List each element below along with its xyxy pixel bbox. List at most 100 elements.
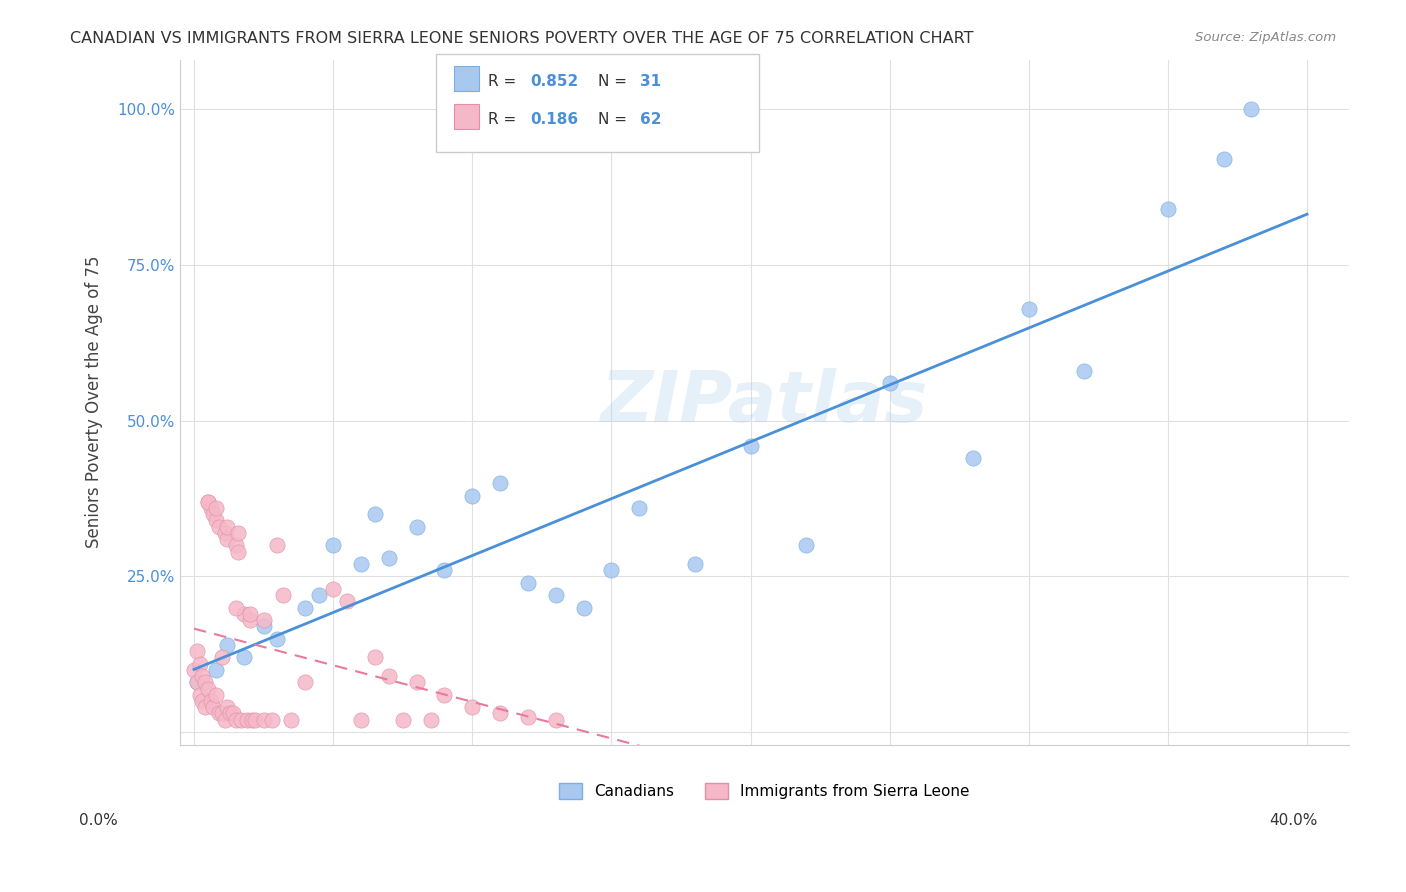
Immigrants from Sierra Leone	[211, 706, 233, 721]
Canadians	[489, 476, 512, 491]
Text: Source: ZipAtlas.com: Source: ZipAtlas.com	[1195, 31, 1336, 45]
Immigrants from Sierra Leone	[225, 538, 247, 552]
Canadians	[186, 675, 208, 690]
Canadians	[266, 632, 288, 646]
Immigrants from Sierra Leone	[202, 507, 225, 521]
Text: 31: 31	[640, 74, 661, 88]
Canadians	[1073, 364, 1095, 378]
Canadians	[350, 557, 373, 571]
Canadians	[794, 538, 817, 552]
Immigrants from Sierra Leone	[225, 713, 247, 727]
Immigrants from Sierra Leone	[433, 688, 456, 702]
Immigrants from Sierra Leone	[544, 713, 567, 727]
Canadians	[1018, 301, 1040, 316]
Canadians	[433, 563, 456, 577]
Immigrants from Sierra Leone	[228, 544, 250, 558]
Immigrants from Sierra Leone	[219, 706, 242, 721]
Immigrants from Sierra Leone	[405, 675, 427, 690]
Immigrants from Sierra Leone	[280, 713, 302, 727]
Immigrants from Sierra Leone	[183, 663, 205, 677]
Immigrants from Sierra Leone	[200, 500, 222, 515]
Canadians	[217, 638, 239, 652]
Immigrants from Sierra Leone	[208, 706, 231, 721]
Text: N =: N =	[598, 112, 631, 127]
Text: 0.186: 0.186	[530, 112, 578, 127]
Canadians	[377, 550, 399, 565]
Immigrants from Sierra Leone	[336, 594, 359, 608]
Immigrants from Sierra Leone	[205, 500, 228, 515]
Canadians	[308, 588, 330, 602]
Canadians	[364, 507, 387, 521]
Canadians	[1157, 202, 1180, 216]
Immigrants from Sierra Leone	[222, 706, 245, 721]
Immigrants from Sierra Leone	[194, 675, 217, 690]
Immigrants from Sierra Leone	[242, 713, 264, 727]
Immigrants from Sierra Leone	[231, 713, 253, 727]
Immigrants from Sierra Leone	[239, 613, 262, 627]
Immigrants from Sierra Leone	[271, 588, 294, 602]
Immigrants from Sierra Leone	[214, 713, 236, 727]
Immigrants from Sierra Leone	[200, 694, 222, 708]
Text: 0.0%: 0.0%	[79, 814, 118, 828]
Text: 0.852: 0.852	[530, 74, 578, 88]
Immigrants from Sierra Leone	[194, 700, 217, 714]
Canadians	[572, 600, 595, 615]
Immigrants from Sierra Leone	[461, 700, 484, 714]
Canadians	[461, 488, 484, 502]
Immigrants from Sierra Leone	[211, 650, 233, 665]
Text: N =: N =	[598, 74, 631, 88]
Immigrants from Sierra Leone	[260, 713, 283, 727]
Immigrants from Sierra Leone	[205, 688, 228, 702]
Immigrants from Sierra Leone	[208, 519, 231, 533]
Immigrants from Sierra Leone	[294, 675, 316, 690]
Immigrants from Sierra Leone	[202, 700, 225, 714]
Y-axis label: Seniors Poverty Over the Age of 75: Seniors Poverty Over the Age of 75	[86, 256, 103, 549]
Canadians	[233, 650, 256, 665]
Immigrants from Sierra Leone	[239, 607, 262, 621]
Canadians	[683, 557, 706, 571]
Immigrants from Sierra Leone	[197, 494, 219, 508]
Canadians	[740, 439, 762, 453]
Text: R =: R =	[488, 112, 522, 127]
Text: 40.0%: 40.0%	[1270, 814, 1317, 828]
Canadians	[252, 619, 274, 633]
Canadians	[405, 519, 427, 533]
Immigrants from Sierra Leone	[236, 713, 259, 727]
Immigrants from Sierra Leone	[191, 669, 214, 683]
Immigrants from Sierra Leone	[205, 513, 228, 527]
Immigrants from Sierra Leone	[266, 538, 288, 552]
Canadians	[516, 575, 538, 590]
Canadians	[962, 451, 984, 466]
Immigrants from Sierra Leone	[217, 532, 239, 546]
Canadians	[879, 376, 901, 391]
Immigrants from Sierra Leone	[197, 494, 219, 508]
Immigrants from Sierra Leone	[252, 613, 274, 627]
Text: CANADIAN VS IMMIGRANTS FROM SIERRA LEONE SENIORS POVERTY OVER THE AGE OF 75 CORR: CANADIAN VS IMMIGRANTS FROM SIERRA LEONE…	[70, 31, 974, 46]
Immigrants from Sierra Leone	[233, 607, 256, 621]
Immigrants from Sierra Leone	[197, 681, 219, 696]
Immigrants from Sierra Leone	[364, 650, 387, 665]
Immigrants from Sierra Leone	[217, 519, 239, 533]
Immigrants from Sierra Leone	[228, 525, 250, 540]
Canadians	[1240, 103, 1263, 117]
Immigrants from Sierra Leone	[217, 700, 239, 714]
Immigrants from Sierra Leone	[186, 644, 208, 658]
Canadians	[628, 500, 651, 515]
Immigrants from Sierra Leone	[377, 669, 399, 683]
Immigrants from Sierra Leone	[322, 582, 344, 596]
Canadians	[322, 538, 344, 552]
Immigrants from Sierra Leone	[350, 713, 373, 727]
Immigrants from Sierra Leone	[191, 694, 214, 708]
Immigrants from Sierra Leone	[225, 600, 247, 615]
Immigrants from Sierra Leone	[188, 688, 211, 702]
Immigrants from Sierra Leone	[252, 713, 274, 727]
Immigrants from Sierra Leone	[391, 713, 413, 727]
Immigrants from Sierra Leone	[419, 713, 441, 727]
Text: ZIPatlas: ZIPatlas	[600, 368, 928, 436]
Immigrants from Sierra Leone	[186, 675, 208, 690]
Immigrants from Sierra Leone	[516, 709, 538, 723]
Canadians	[205, 663, 228, 677]
Immigrants from Sierra Leone	[489, 706, 512, 721]
Text: R =: R =	[488, 74, 522, 88]
Immigrants from Sierra Leone	[243, 713, 266, 727]
